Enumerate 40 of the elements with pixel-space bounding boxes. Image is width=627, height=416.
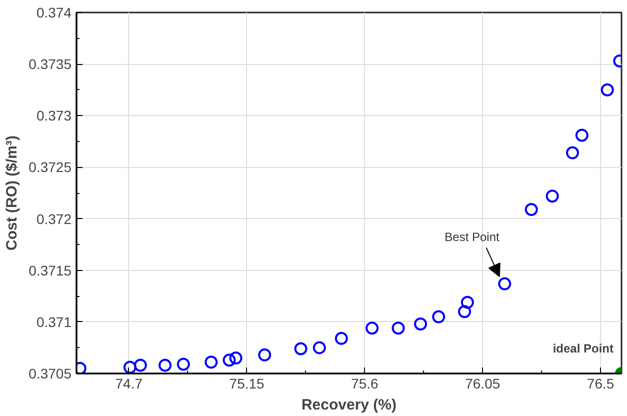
point	[229, 352, 242, 365]
point	[222, 354, 236, 367]
annotation: ideal Point	[552, 342, 614, 356]
y-tick-label: 0.3715	[28, 262, 72, 278]
point	[366, 322, 379, 335]
point	[334, 332, 348, 345]
x-tick-label: 76.5	[586, 376, 614, 392]
point	[258, 348, 272, 362]
point	[546, 190, 559, 203]
point	[392, 322, 405, 335]
point	[123, 360, 136, 374]
point	[458, 305, 472, 318]
x-tick-label: 74.7	[115, 376, 143, 392]
point	[460, 296, 474, 309]
point	[575, 128, 588, 142]
x-tick-label: 75.15	[229, 376, 265, 392]
y-tick-label: 0.3735	[28, 56, 72, 72]
point	[498, 277, 512, 290]
point	[524, 203, 538, 216]
x-tick-label: 76.05	[465, 376, 500, 392]
point	[432, 310, 446, 324]
y-tick-label: 0.371	[36, 314, 72, 330]
point	[204, 356, 218, 369]
y-tick-label: 0.373	[36, 108, 72, 124]
x-tick-label: 75.6	[351, 376, 379, 392]
y-tick-label: 0.3725	[28, 159, 72, 176]
point	[414, 318, 428, 330]
point	[600, 83, 614, 96]
point	[566, 146, 579, 160]
y-axis-title: Cost (RO) ($/m³)	[4, 135, 21, 250]
point	[134, 358, 147, 372]
y-tick-label: 0.374	[36, 4, 72, 20]
x-axis-title: Recovery (%)	[301, 396, 397, 414]
point	[158, 358, 172, 372]
point	[294, 342, 308, 356]
point	[312, 341, 326, 354]
annotation: Best Point	[444, 230, 500, 244]
y-tick-label: 0.3705	[28, 366, 72, 382]
y-tick-label: 0.372	[36, 210, 72, 227]
point	[176, 358, 190, 371]
